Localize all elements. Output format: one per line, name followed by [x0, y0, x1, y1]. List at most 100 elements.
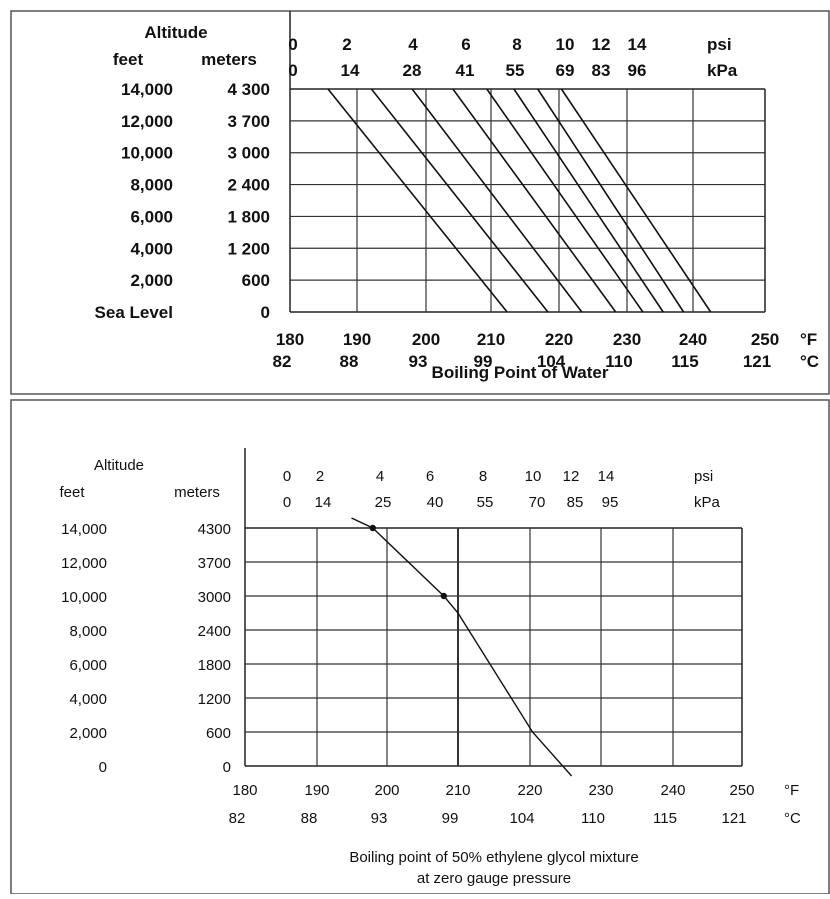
chart1-x-tick-f: 180 — [276, 330, 304, 349]
chart2-psi-label: 6 — [426, 468, 434, 485]
chart1-psi-label: 12 — [592, 35, 611, 54]
chart1-x-tick-c: 104 — [537, 352, 566, 371]
chart2-kpa-label: 14 — [315, 494, 332, 511]
chart1-kpa-label: 55 — [506, 61, 525, 80]
chart1-psi-label: 0 — [288, 35, 297, 54]
chart2-meters-header: meters — [174, 484, 220, 501]
chart2-psi-label: 12 — [563, 468, 580, 485]
chart1-x-tick-f: 210 — [477, 330, 505, 349]
chart1-psi-label: 2 — [342, 35, 351, 54]
chart2-x-tick-f: 200 — [374, 782, 399, 799]
chart2-x-tick-f: 220 — [517, 782, 542, 799]
chart2-kpa-label: 25 — [375, 494, 392, 511]
chart1-x-axis-title: Boiling Point of Water — [432, 363, 609, 382]
chart1-series-line — [411, 88, 583, 313]
chart2-x-tick-c: 99 — [442, 810, 459, 827]
chart2-x-tick-c: 115 — [653, 810, 677, 827]
chart1-psi-label: 4 — [408, 35, 418, 54]
chart1-x-tick-c: 82 — [273, 352, 292, 371]
chart2-kpa-label: 40 — [427, 494, 444, 511]
chart2-x-tick-f: 240 — [660, 782, 685, 799]
chart1-series-line — [513, 88, 664, 313]
chart1-kpa-label: 28 — [403, 61, 422, 80]
chart1-psi-label: 8 — [512, 35, 521, 54]
chart1-kpa-label: 96 — [628, 61, 647, 80]
chart1-psi-unit: psi — [707, 35, 732, 54]
chart2-x-tick-c: 110 — [581, 810, 605, 827]
chart1-y-tick-meters: 600 — [242, 271, 270, 290]
chart2-y-tick-meters: 3000 — [198, 589, 231, 606]
chart1-feet-header: feet — [113, 50, 144, 69]
chart1-y-tick-meters: 3 700 — [227, 112, 270, 131]
chart1-psi-label: 6 — [461, 35, 470, 54]
chart2-psi-label: 10 — [525, 468, 542, 485]
chart1-x-tick-f: 240 — [679, 330, 707, 349]
chart2-y-tick-meters: 600 — [206, 725, 231, 742]
chart2-x-tick-f: 190 — [304, 782, 329, 799]
chart1-x-tick-f: 230 — [613, 330, 641, 349]
chart2-psi-label: 4 — [376, 468, 384, 485]
chart2-y-tick-feet: 4,000 — [69, 691, 107, 708]
chart2-data-point — [440, 592, 447, 600]
chart1-x-tick-c: 110 — [605, 352, 632, 371]
chart2-y-tick-feet: 0 — [99, 759, 107, 776]
chart1-series-line — [486, 88, 644, 313]
chart2-y-tick-feet: 2,000 — [69, 725, 107, 742]
chart2-x-axis-title-line2: at zero gauge pressure — [417, 870, 571, 887]
chart1-x-tick-c: 115 — [671, 352, 698, 371]
chart1-x-tick-c: 99 — [474, 352, 493, 371]
chart2-psi-label: 14 — [598, 468, 615, 485]
chart1-y-tick-feet: 6,000 — [130, 207, 173, 226]
chart1-series-line — [370, 88, 549, 313]
chart1-kpa-label: 0 — [288, 61, 297, 80]
chart1-y-tick-feet: 8,000 — [130, 176, 173, 195]
chart1-y-tick-meters: 0 — [261, 303, 270, 322]
chart1-series-line — [537, 88, 685, 313]
chart2-kpa-label: 0 — [283, 494, 291, 511]
chart1-x-tick-c: 88 — [340, 352, 359, 371]
chart1-y-tick-feet: Sea Level — [95, 303, 173, 322]
chart2-x-tick-c: 104 — [509, 810, 534, 827]
chart2-kpa-label: 95 — [602, 494, 619, 511]
chart1-x-tick-c: 121 — [743, 352, 771, 371]
chart1-kpa-label: 41 — [456, 61, 475, 80]
chart1-x-tick-f: 190 — [343, 330, 371, 349]
chart2-y-tick-meters: 0 — [223, 759, 231, 776]
panel-1-frame — [10, 10, 830, 395]
chart2-x-tick-c: 88 — [301, 810, 318, 827]
chart1-x-tick-f: 200 — [412, 330, 440, 349]
chart2-y-tick-feet: 6,000 — [69, 657, 107, 674]
chart2-psi-label: 2 — [316, 468, 324, 485]
chart1-y-tick-feet: 12,000 — [121, 112, 173, 131]
chart1-series-line — [560, 88, 712, 313]
chart2-x-tick-c: 93 — [371, 810, 388, 827]
chart1-psi-label: 10 — [556, 35, 575, 54]
chart2-data-point — [369, 524, 376, 532]
chart2-y-tick-meters: 3700 — [198, 555, 231, 572]
chart2-kpa-label: 85 — [567, 494, 584, 511]
chart2-x-tick-f: 250 — [729, 782, 754, 799]
chart1-f-unit: °F — [800, 330, 817, 349]
chart1-altitude-header: Altitude — [144, 23, 207, 42]
chart1-y-tick-feet: 10,000 — [121, 144, 173, 163]
chart1-x-tick-c: 93 — [409, 352, 428, 371]
chart1-series-line — [327, 88, 508, 313]
chart2-y-tick-feet: 8,000 — [69, 623, 107, 640]
chart1-psi-label: 14 — [628, 35, 647, 54]
chart1-y-tick-feet: 4,000 — [130, 239, 173, 258]
chart1-y-tick-meters: 1 800 — [227, 207, 270, 226]
chart1-kpa-label: 14 — [341, 61, 360, 80]
chart2-x-tick-f: 210 — [445, 782, 470, 799]
chart2-f-unit: °F — [784, 782, 799, 799]
chart1-y-tick-meters: 1 200 — [227, 239, 270, 258]
chart2-kpa-label: 70 — [529, 494, 546, 511]
chart1-c-unit: °C — [800, 352, 819, 371]
chart2-y-tick-meters: 2400 — [198, 623, 231, 640]
chart2-y-tick-feet: 10,000 — [61, 589, 107, 606]
chart2-kpa-unit: kPa — [694, 494, 721, 511]
chart2-c-unit: °C — [784, 810, 801, 827]
chart1-y-tick-feet: 14,000 — [121, 80, 173, 99]
chart2-x-axis-title-line1: Boiling point of 50% ethylene glycol mix… — [349, 849, 638, 866]
chart2-y-tick-meters: 1200 — [198, 691, 231, 708]
